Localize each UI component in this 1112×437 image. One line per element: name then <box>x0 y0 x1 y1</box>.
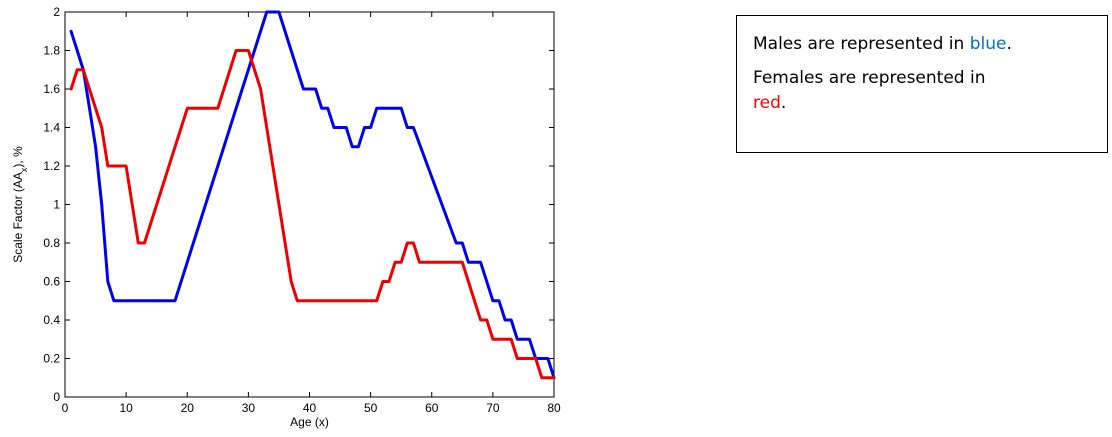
legend-male-prefix: Males are represented in <box>753 34 970 54</box>
legend-male-line: Males are represented in blue. <box>753 32 1091 58</box>
y-axis-label-main: Scale Factor (AA <box>11 172 25 263</box>
legend-female-prefix: Females are represented in <box>753 67 986 88</box>
x-tick-label: 80 <box>547 401 561 415</box>
y-axis-label-end: ), % <box>11 146 25 168</box>
legend-female-line: Females are represented in red. <box>753 66 1091 117</box>
y-axis-label-subscript: x <box>19 167 29 172</box>
legend-male-color-word: blue <box>969 34 1007 54</box>
y-tick-label: 0.8 <box>43 236 60 250</box>
y-tick-label: 1.8 <box>43 44 60 58</box>
y-axis-label: Scale Factor (AAx), % <box>11 146 29 263</box>
x-tick-label: 60 <box>425 401 439 415</box>
y-tick-label: 0 <box>53 390 60 404</box>
y-tick-label: 1.2 <box>43 159 60 173</box>
legend-female-suffix: . <box>780 93 787 113</box>
y-tick-label: 1 <box>53 198 60 212</box>
y-tick-label: 0.6 <box>43 275 60 289</box>
y-tick-label: 1.6 <box>43 82 60 96</box>
y-tick-label: 0.2 <box>43 352 60 366</box>
female-series-line <box>69 49 556 380</box>
y-tick-label: 2 <box>53 5 60 19</box>
legend-female-color-word: red <box>753 93 781 113</box>
male-series-line <box>69 10 556 380</box>
x-tick-label: 30 <box>242 401 256 415</box>
x-tick-label: 70 <box>486 401 500 415</box>
y-tick-label: 1.4 <box>43 121 60 135</box>
x-tick-label: 50 <box>364 401 378 415</box>
x-tick-label: 40 <box>303 401 317 415</box>
axis-ticks: 0 10 20 30 40 50 60 70 80 0 0.2 0.4 0.6 0.8 1 1.2 1.4 1.6… <box>43 5 561 415</box>
x-axis-label: Age (x) <box>290 415 329 429</box>
scale-factor-chart: 0 10 20 30 40 50 60 70 80 0 0.2 0.4 0.6 0.8 1 1.2 1.4 1.6… <box>11 5 561 429</box>
x-tick-label: 20 <box>181 401 195 415</box>
plot-area-frame <box>64 11 555 398</box>
legend-male-suffix: . <box>1006 34 1012 54</box>
x-tick-label: 0 <box>62 401 69 415</box>
y-tick-label: 0.4 <box>43 313 60 327</box>
series-lines <box>69 10 556 380</box>
x-tick-label: 10 <box>119 401 133 415</box>
legend-text-box: Males are represented in blue. Females a… <box>736 15 1108 153</box>
